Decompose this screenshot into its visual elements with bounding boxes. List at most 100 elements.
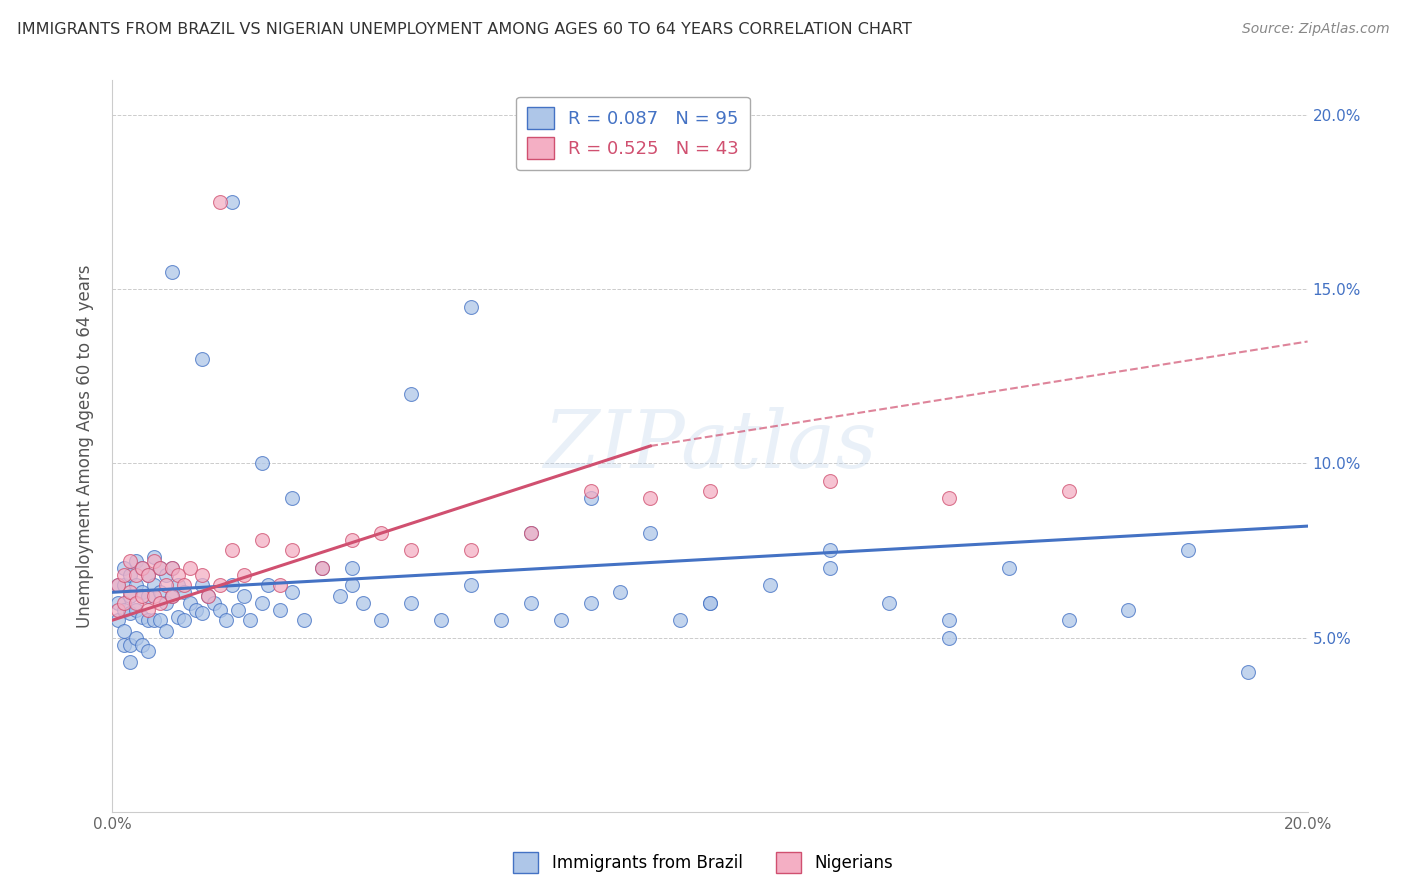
Point — [699, 596, 721, 610]
Point — [579, 491, 602, 506]
Point — [520, 526, 543, 541]
Point — [430, 613, 453, 627]
Point — [114, 561, 135, 575]
Point — [191, 578, 214, 592]
Point — [879, 596, 901, 610]
Point — [311, 561, 333, 575]
Point — [269, 578, 291, 592]
Point — [579, 596, 602, 610]
Point — [120, 606, 142, 620]
Point — [281, 491, 304, 506]
Point — [1118, 603, 1140, 617]
Point — [114, 567, 135, 582]
Point — [250, 596, 273, 610]
Point — [1057, 613, 1080, 627]
Point — [998, 561, 1021, 575]
Point — [125, 603, 148, 617]
Point — [250, 533, 273, 547]
Point — [401, 386, 423, 401]
Point — [125, 631, 148, 645]
Point — [340, 578, 363, 592]
Point — [138, 644, 160, 658]
Point — [759, 578, 782, 592]
Point — [239, 613, 262, 627]
Point — [120, 655, 142, 669]
Point — [579, 484, 602, 499]
Text: ZIPatlas: ZIPatlas — [543, 408, 877, 484]
Point — [209, 578, 232, 592]
Point — [250, 457, 273, 471]
Point — [131, 585, 153, 599]
Point — [173, 613, 195, 627]
Point — [114, 624, 135, 638]
Point — [107, 613, 129, 627]
Point — [460, 578, 482, 592]
Point — [699, 596, 721, 610]
Point — [167, 567, 190, 582]
Point — [269, 603, 291, 617]
Point — [120, 585, 142, 599]
Point — [215, 613, 238, 627]
Point — [114, 603, 135, 617]
Point — [209, 603, 232, 617]
Point — [202, 596, 225, 610]
Point — [155, 624, 177, 638]
Point — [114, 578, 135, 592]
Point — [131, 609, 153, 624]
Point — [460, 543, 482, 558]
Point — [640, 491, 662, 506]
Point — [818, 474, 841, 488]
Point — [311, 561, 333, 575]
Point — [209, 195, 232, 210]
Point — [138, 589, 160, 603]
Point — [353, 596, 375, 610]
Point — [114, 638, 135, 652]
Point — [186, 603, 208, 617]
Point — [173, 585, 195, 599]
Point — [149, 596, 172, 610]
Point — [143, 589, 166, 603]
Point — [340, 533, 363, 547]
Point — [281, 585, 304, 599]
Point — [155, 567, 177, 582]
Point — [149, 561, 172, 575]
Point — [1057, 484, 1080, 499]
Point — [131, 589, 153, 603]
Point — [107, 596, 129, 610]
Point — [460, 300, 482, 314]
Text: IMMIGRANTS FROM BRAZIL VS NIGERIAN UNEMPLOYMENT AMONG AGES 60 TO 64 YEARS CORREL: IMMIGRANTS FROM BRAZIL VS NIGERIAN UNEMP… — [17, 22, 911, 37]
Point — [191, 351, 214, 366]
Point — [257, 578, 280, 592]
Point — [221, 578, 243, 592]
Point — [329, 589, 352, 603]
Point — [120, 567, 142, 582]
Point — [370, 526, 392, 541]
Y-axis label: Unemployment Among Ages 60 to 64 years: Unemployment Among Ages 60 to 64 years — [76, 264, 94, 628]
Point — [340, 561, 363, 575]
Point — [226, 603, 249, 617]
Point — [120, 554, 142, 568]
Point — [401, 596, 423, 610]
Point — [699, 484, 721, 499]
Point — [1237, 665, 1260, 680]
Point — [120, 589, 142, 603]
Point — [520, 526, 543, 541]
Point — [233, 567, 256, 582]
Point — [669, 613, 692, 627]
Point — [149, 613, 172, 627]
Point — [120, 638, 142, 652]
Point — [143, 613, 166, 627]
Point — [162, 561, 183, 575]
Point — [125, 554, 148, 568]
Point — [125, 567, 148, 582]
Point — [143, 554, 166, 568]
Point — [138, 567, 160, 582]
Point — [125, 578, 148, 592]
Point — [162, 561, 183, 575]
Point — [167, 609, 190, 624]
Point — [107, 578, 129, 592]
Point — [233, 589, 256, 603]
Legend: Immigrants from Brazil, Nigerians: Immigrants from Brazil, Nigerians — [506, 846, 900, 880]
Point — [191, 606, 214, 620]
Point — [149, 585, 172, 599]
